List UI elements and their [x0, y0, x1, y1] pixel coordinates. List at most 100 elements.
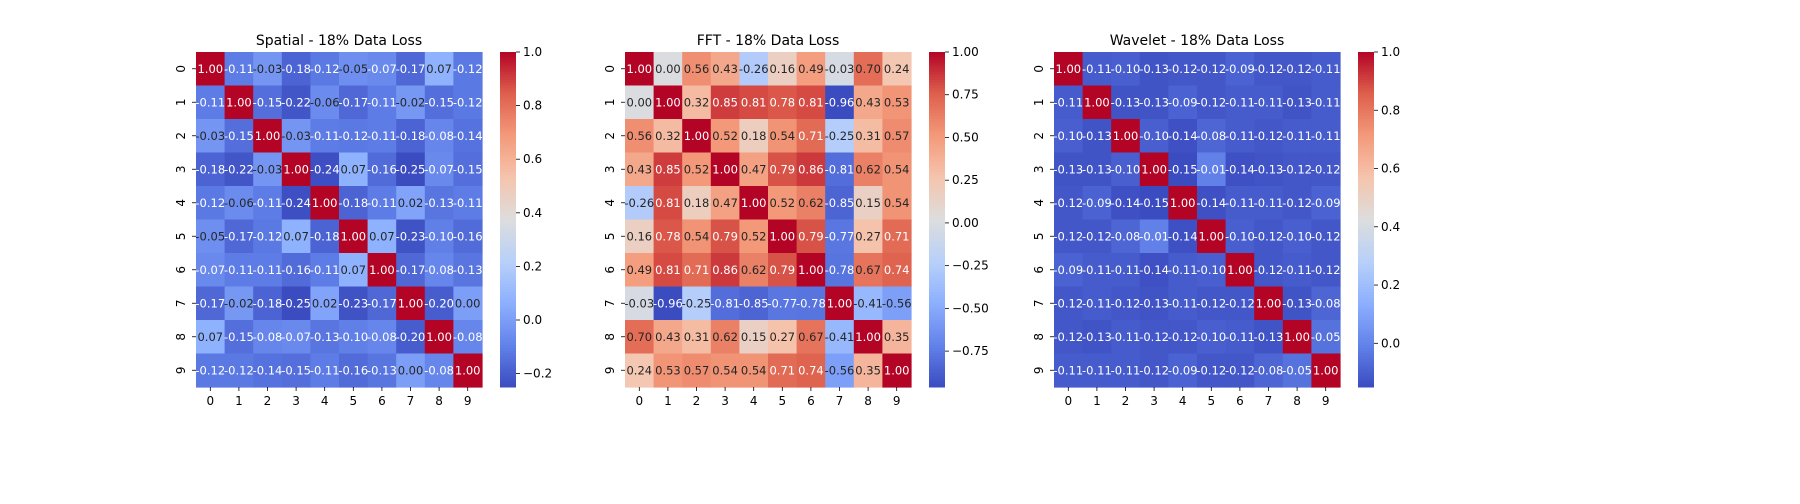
- cell-value-label: -0.11: [1111, 330, 1141, 344]
- cell-value-label: -0.12: [1311, 263, 1341, 277]
- heatmap-cell: [682, 152, 712, 187]
- colorbar-segment: [500, 381, 516, 385]
- colorbar-segment: [929, 244, 945, 248]
- x-tick-label: 1: [664, 394, 672, 408]
- colorbar-segment: [500, 163, 516, 167]
- cell-value-label: -0.12: [1311, 229, 1341, 243]
- colorbar-segment: [1358, 359, 1374, 363]
- y-tick-label: 5: [603, 232, 617, 240]
- colorbar-segment: [500, 289, 516, 293]
- y-tick-label: 8: [603, 333, 617, 341]
- cell-value-label: -0.26: [739, 62, 769, 76]
- heatmap-cell: [367, 320, 397, 355]
- cell-value-label: -0.14: [1139, 263, 1169, 277]
- colorbar-segment: [929, 275, 945, 279]
- cell-value-label: -0.11: [1111, 363, 1141, 377]
- heatmap-cell: [1282, 119, 1312, 154]
- heatmap-cell: [396, 286, 426, 321]
- colorbar-segment: [500, 236, 516, 240]
- heatmap-cell: [1054, 253, 1084, 288]
- colorbar-segment: [929, 141, 945, 145]
- colorbar-segment: [1358, 378, 1374, 382]
- colorbar-segment: [929, 264, 945, 268]
- heatmap-cell: [367, 152, 397, 187]
- cell-value-label: -0.03: [825, 62, 855, 76]
- colorbar-segment: [1358, 311, 1374, 315]
- heatmap-cell: [253, 219, 283, 254]
- colorbar-segment: [1358, 345, 1374, 349]
- x-tick-label: 3: [1150, 394, 1158, 408]
- colorbar-segment: [929, 74, 945, 78]
- cell-value-label: 0.62: [741, 263, 767, 277]
- colorbar-segment: [500, 230, 516, 234]
- y-tick-label: 0: [174, 65, 188, 73]
- colorbar-segment: [500, 158, 516, 162]
- heatmap-cell: [453, 320, 483, 355]
- colorbar-segment: [929, 286, 945, 290]
- heatmap-cell: [1254, 52, 1284, 87]
- y-tick-label: 7: [603, 299, 617, 307]
- cell-value-label: 1.00: [684, 129, 710, 143]
- cell-value-label: -0.24: [310, 162, 340, 176]
- heatmap-cell: [1168, 85, 1198, 120]
- cell-value-label: -0.16: [338, 363, 368, 377]
- colorbar-segment: [1358, 102, 1374, 106]
- cell-value-label: 0.16: [769, 62, 795, 76]
- y-tick-label: 9: [603, 366, 617, 374]
- colorbar-segment: [929, 99, 945, 103]
- heatmap-cell: [682, 52, 712, 87]
- colorbar-segment: [1358, 219, 1374, 223]
- cell-value-label: -0.11: [1225, 129, 1255, 143]
- cell-value-label: 0.54: [884, 196, 910, 210]
- x-tick-label: 8: [864, 394, 872, 408]
- heatmap-cell: [224, 320, 254, 355]
- cell-value-label: -0.12: [1053, 196, 1083, 210]
- heatmap-cell: [739, 186, 769, 221]
- heatmap-cell: [1225, 85, 1255, 120]
- cell-value-label: -0.12: [1196, 95, 1226, 109]
- heatmap-cell: [1139, 52, 1169, 87]
- colorbar-segment: [500, 219, 516, 223]
- colorbar-segment: [1358, 266, 1374, 271]
- colorbar-segment: [1358, 52, 1374, 56]
- y-tick-label: 6: [1032, 266, 1046, 274]
- colorbar-tick-label: 0.8: [1381, 103, 1400, 117]
- colorbar-segment: [500, 211, 516, 215]
- colorbar-segment: [929, 364, 945, 368]
- cell-value-label: -0.10: [338, 330, 368, 344]
- colorbar-segment: [500, 169, 516, 173]
- heatmap-cell: [253, 52, 283, 87]
- cell-value-label: -0.17: [367, 296, 397, 310]
- heatmap-cell: [1254, 353, 1284, 388]
- cell-value-label: -0.11: [253, 263, 283, 277]
- cell-value-label: 0.86: [798, 162, 824, 176]
- colorbar-segment: [929, 85, 945, 89]
- cell-value-label: -0.12: [1254, 263, 1284, 277]
- heatmap-cell: [1082, 85, 1112, 120]
- colorbar-segment: [929, 283, 945, 287]
- colorbar-segment: [500, 130, 516, 134]
- colorbar-segment: [1358, 152, 1374, 156]
- colorbar-segment: [1358, 364, 1374, 368]
- y-tick-label: 6: [174, 266, 188, 274]
- colorbar-segment: [1358, 225, 1374, 229]
- heatmap-cell: [739, 253, 769, 288]
- colorbar-segment: [500, 294, 516, 299]
- cell-value-label: -0.81: [710, 296, 740, 310]
- heatmap-cell: [310, 152, 340, 187]
- colorbar-segment: [1358, 124, 1374, 128]
- cell-value-label: -0.13: [1082, 330, 1112, 344]
- cell-value-label: -0.13: [1082, 162, 1112, 176]
- heatmap-cell: [882, 286, 912, 321]
- cell-value-label: -0.81: [825, 162, 855, 176]
- cell-value-label: 1.00: [655, 95, 681, 109]
- heatmap-cell: [653, 85, 683, 120]
- heatmap-cell: [1197, 186, 1227, 221]
- heatmap-cell: [796, 286, 826, 321]
- colorbar-segment: [1358, 208, 1374, 212]
- cell-value-label: 1.00: [1141, 162, 1167, 176]
- colorbar-segment: [929, 253, 945, 257]
- colorbar-segment: [929, 57, 945, 61]
- colorbar-segment: [929, 272, 945, 276]
- heatmap-cell: [1082, 219, 1112, 254]
